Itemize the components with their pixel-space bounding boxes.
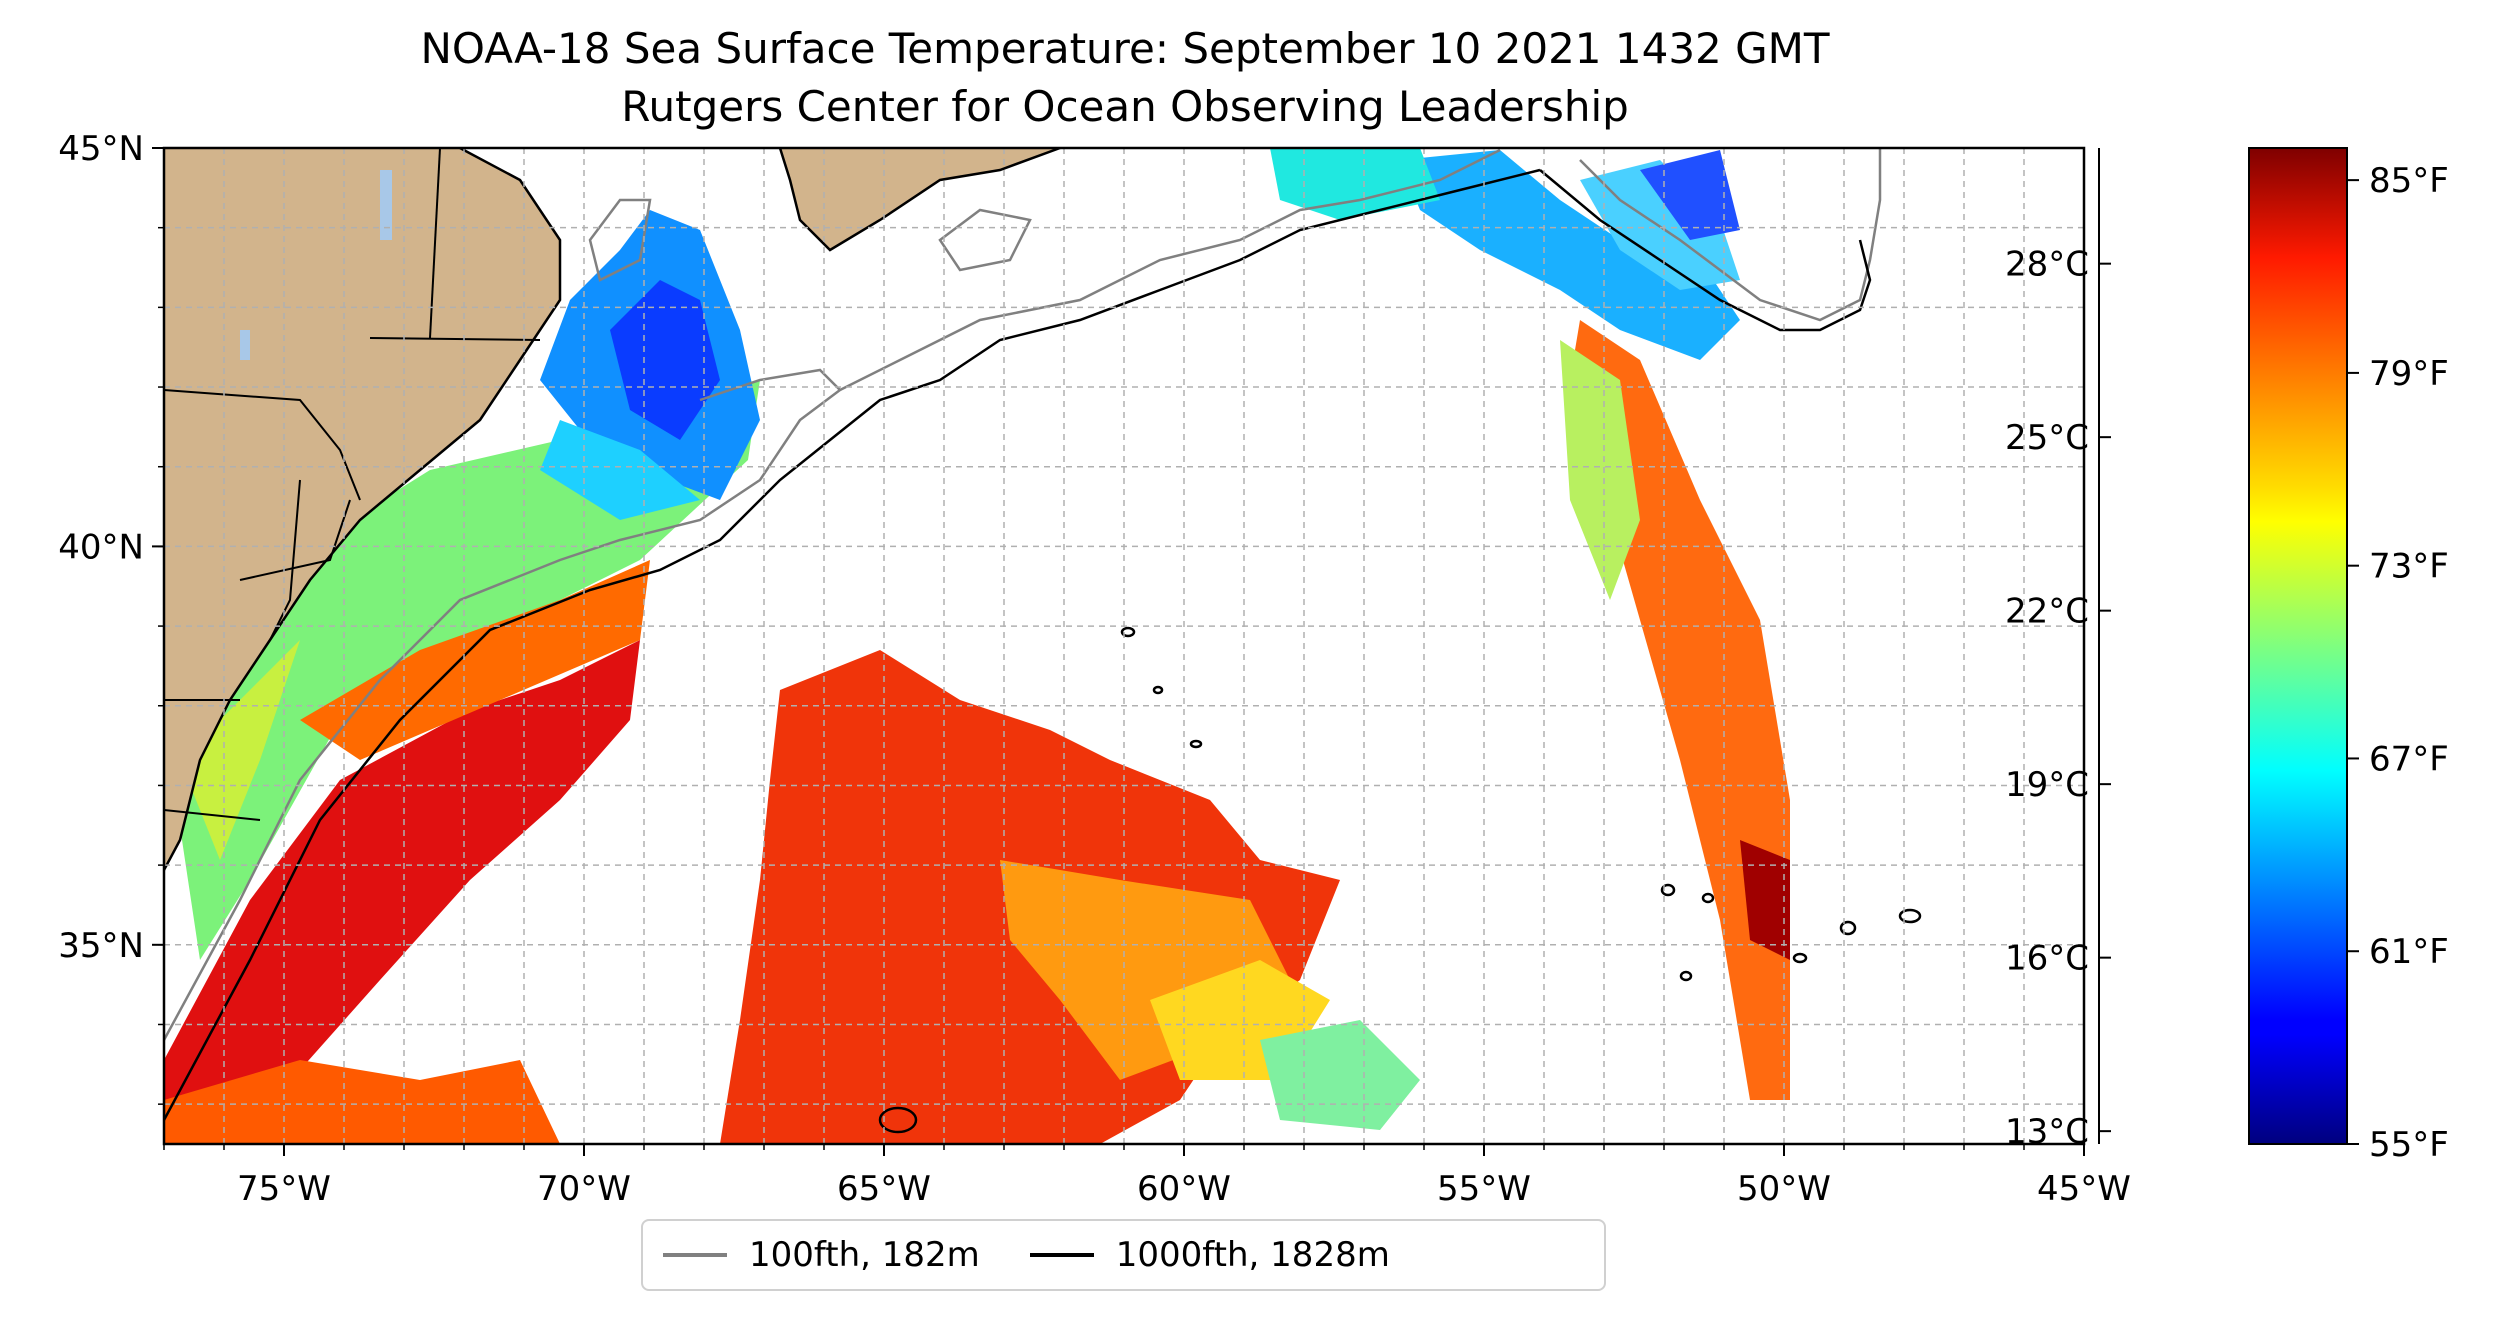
colorbar-c-label: 28°C — [2005, 245, 2089, 285]
colorbar-c-label: 25°C — [2005, 418, 2089, 458]
x-tick-label: 60°W — [1137, 1169, 1231, 1209]
x-tick-label: 45°W — [2037, 1169, 2131, 1209]
x-tick-label: 65°W — [837, 1169, 931, 1209]
coastline — [164, 148, 1061, 871]
map-title: NOAA-18 Sea Surface Temperature: Septemb… — [420, 24, 1830, 73]
colorbar: 85°F 79°F 73°F 67°F 61°F 55°F 28°C 25°C 22°C 19°… — [2005, 147, 2449, 1165]
colorbar-c-label: 16°C — [2005, 939, 2089, 979]
x-tick-label: 55°W — [1437, 1169, 1531, 1209]
legend-label: 100fth, 182m — [749, 1235, 980, 1275]
colorbar-c-label: 19°C — [2005, 765, 2089, 805]
colorbar-f-label: 55°F — [2369, 1125, 2449, 1165]
colorbar-f-label: 61°F — [2369, 932, 2449, 972]
legend-item-1000fth: 1000fth, 1828m — [1029, 1235, 1390, 1275]
legend-label: 1000fth, 1828m — [1115, 1235, 1390, 1275]
colorbar-fahrenheit-axis: 85°F 79°F 73°F 67°F 61°F 55°F — [2347, 161, 2449, 1165]
y-tick-label: 35°N — [58, 926, 144, 966]
x-axis: 75°W 70°W 65°W 60°W 55°W 50°W 45°W — [163, 1144, 2131, 1209]
map-plot-area — [164, 148, 2084, 1144]
land-layer — [164, 148, 1060, 870]
y-axis: 45°N 40°N 35°N — [58, 129, 164, 1105]
colorbar-f-label: 73°F — [2369, 547, 2449, 587]
colorbar-f-label: 67°F — [2369, 739, 2449, 779]
isobath-1000fth — [164, 168, 1922, 1134]
colorbar-celsius-axis: 28°C 25°C 22°C 19°C 16°C 13°C — [2005, 148, 2111, 1152]
y-tick-label: 40°N — [58, 527, 144, 567]
colorbar-c-label: 13°C — [2005, 1112, 2089, 1152]
legend-item-100fth: 100fth, 182m — [663, 1235, 980, 1275]
colorbar-f-label: 79°F — [2369, 354, 2449, 394]
x-tick-label: 50°W — [1737, 1169, 1831, 1209]
map-gridlines — [164, 148, 2084, 1144]
colorbar-f-label: 85°F — [2369, 161, 2449, 201]
map-subtitle: Rutgers Center for Ocean Observing Leade… — [621, 82, 1629, 131]
y-tick-label: 45°N — [58, 129, 144, 169]
legend-swatch-gray-line — [663, 1253, 727, 1257]
colorbar-c-label: 22°C — [2005, 592, 2089, 632]
isobath-legend: 100fth, 182m 1000fth, 1828m — [641, 1219, 1606, 1291]
colorbar-gradient — [2248, 147, 2348, 1145]
legend-swatch-black-line — [1029, 1253, 1094, 1257]
x-tick-label: 70°W — [537, 1169, 631, 1209]
x-tick-label: 75°W — [237, 1169, 331, 1209]
sst-data-layer — [164, 148, 1790, 1144]
